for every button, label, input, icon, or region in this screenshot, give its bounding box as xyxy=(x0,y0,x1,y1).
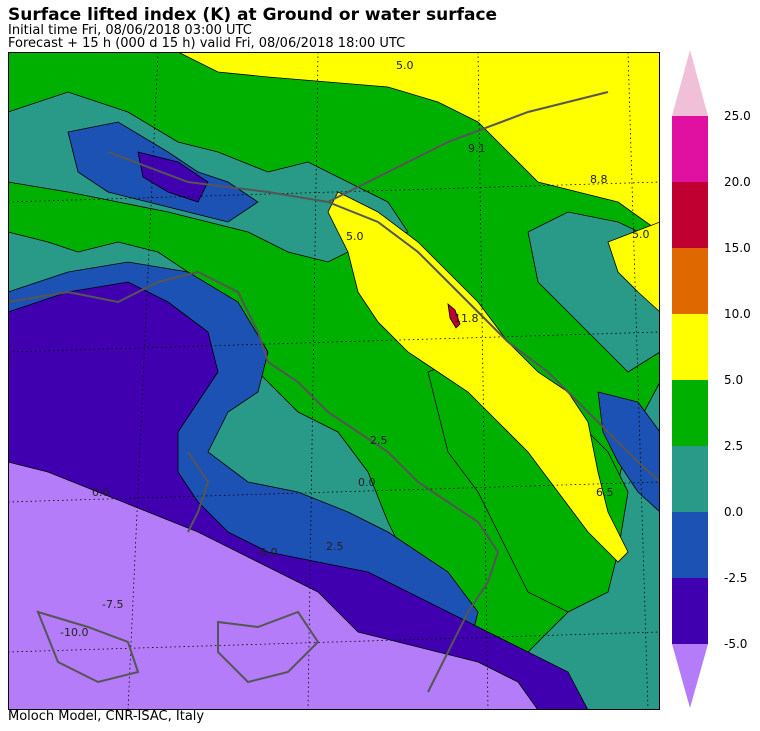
contour-label: 0.0 xyxy=(92,486,110,499)
contour-label: 8.8 xyxy=(590,173,608,186)
legend-swatch-20-25 xyxy=(672,116,708,182)
legend-swatch-above-25 xyxy=(672,50,708,116)
graticule xyxy=(8,52,660,710)
contour-label: -10.0 xyxy=(60,626,88,639)
map-title: Surface lifted index (K) at Ground or wa… xyxy=(8,5,498,25)
field-lightpurple-south xyxy=(8,461,539,710)
contour-label: 2.5 xyxy=(326,540,344,553)
contour-label: 9.1 xyxy=(468,142,486,155)
legend-label: 15.0 xyxy=(724,241,751,255)
contour-label: 5.0 xyxy=(632,228,650,241)
legend-swatch-m5-m2.5 xyxy=(672,578,708,644)
legend-label: 5.0 xyxy=(724,373,744,387)
field-yellow-east xyxy=(607,221,660,313)
contour-label: -7.5 xyxy=(102,598,123,611)
legend-swatch-5-10 xyxy=(672,314,708,380)
initial-time-text: Initial time Fri, 08/06/2018 03:00 UTC xyxy=(8,23,252,38)
legend-label: 0.0 xyxy=(724,505,744,519)
legend-label: -2.5 xyxy=(724,571,748,585)
contour-label: 5.0 xyxy=(396,59,414,72)
field-red-spot xyxy=(447,303,461,329)
contour-label: 2.5 xyxy=(370,434,388,447)
legend-label: 2.5 xyxy=(724,439,744,453)
color-legend xyxy=(672,50,708,708)
contour-label: 0.0 xyxy=(358,476,376,489)
coastlines xyxy=(8,91,660,693)
contour-label: 6.5 xyxy=(596,486,614,499)
contour-label: 5.0 xyxy=(346,230,364,243)
legend-swatch-m2.5-0 xyxy=(672,512,708,578)
legend-label: 10.0 xyxy=(724,307,751,321)
legend-swatch-2.5-5 xyxy=(672,380,708,446)
legend-swatch-15-20 xyxy=(672,182,708,248)
forecast-time-text: Forecast + 15 h (000 d 15 h) valid Fri, … xyxy=(8,36,406,51)
lifted-index-map: 5.0 9.1 8.8 5.0 5.0 11.8 2.5 0.0 6.5 -5.… xyxy=(8,52,660,710)
legend-label: 20.0 xyxy=(724,175,751,189)
legend-label: -5.0 xyxy=(724,637,748,651)
contour-label: -5.0 xyxy=(256,546,277,559)
legend-swatch-0-2.5 xyxy=(672,446,708,512)
legend-label: 25.0 xyxy=(724,109,751,123)
contour-label: 11.8 xyxy=(454,312,479,325)
legend-swatch-10-15 xyxy=(672,248,708,314)
legend-swatch-below-m5 xyxy=(672,644,708,708)
field-yellow-adriatic xyxy=(327,191,629,563)
model-credit: Moloch Model, CNR-ISAC, Italy xyxy=(8,709,205,724)
